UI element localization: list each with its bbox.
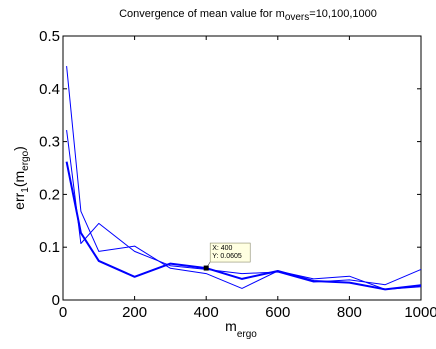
x-axis-label: mergo <box>225 318 257 340</box>
x-tick-label: 200 <box>122 304 147 321</box>
axis-ticks: 0 200 400 600 800 1000 0 0.1 0.2 0.3 0.4 0.5 <box>39 28 436 321</box>
datatip-marker[interactable] <box>203 265 209 271</box>
x-tick-label: 0 <box>59 304 67 321</box>
datatip-y-text: Y: 0.0605 <box>212 253 242 260</box>
y-tick-label: 0 <box>52 292 60 309</box>
y-tick-label: 0.2 <box>39 186 60 203</box>
y-axis-label: err1(mergo) <box>11 146 31 210</box>
x-tick-label: 800 <box>337 304 362 321</box>
datatip-box[interactable] <box>209 242 251 263</box>
plot-frame <box>62 35 422 301</box>
y-tick-label: 0.1 <box>39 239 60 256</box>
y-tick-label: 0.4 <box>39 81 60 98</box>
series-layer <box>65 66 422 291</box>
x-tick-label: 1000 <box>404 304 436 321</box>
x-tick-label: 600 <box>265 304 290 321</box>
x-tick-label: 400 <box>194 304 219 321</box>
y-tick-label: 0.3 <box>39 134 60 151</box>
datatip-x-text: X: 400 <box>212 245 232 252</box>
y-tick-label: 0.5 <box>39 28 60 45</box>
series-line-3 <box>65 161 422 291</box>
series-line-2 <box>66 129 422 286</box>
chart-title: Convergence of mean value for movers=10,… <box>119 8 377 23</box>
series-line-1 <box>66 66 422 290</box>
